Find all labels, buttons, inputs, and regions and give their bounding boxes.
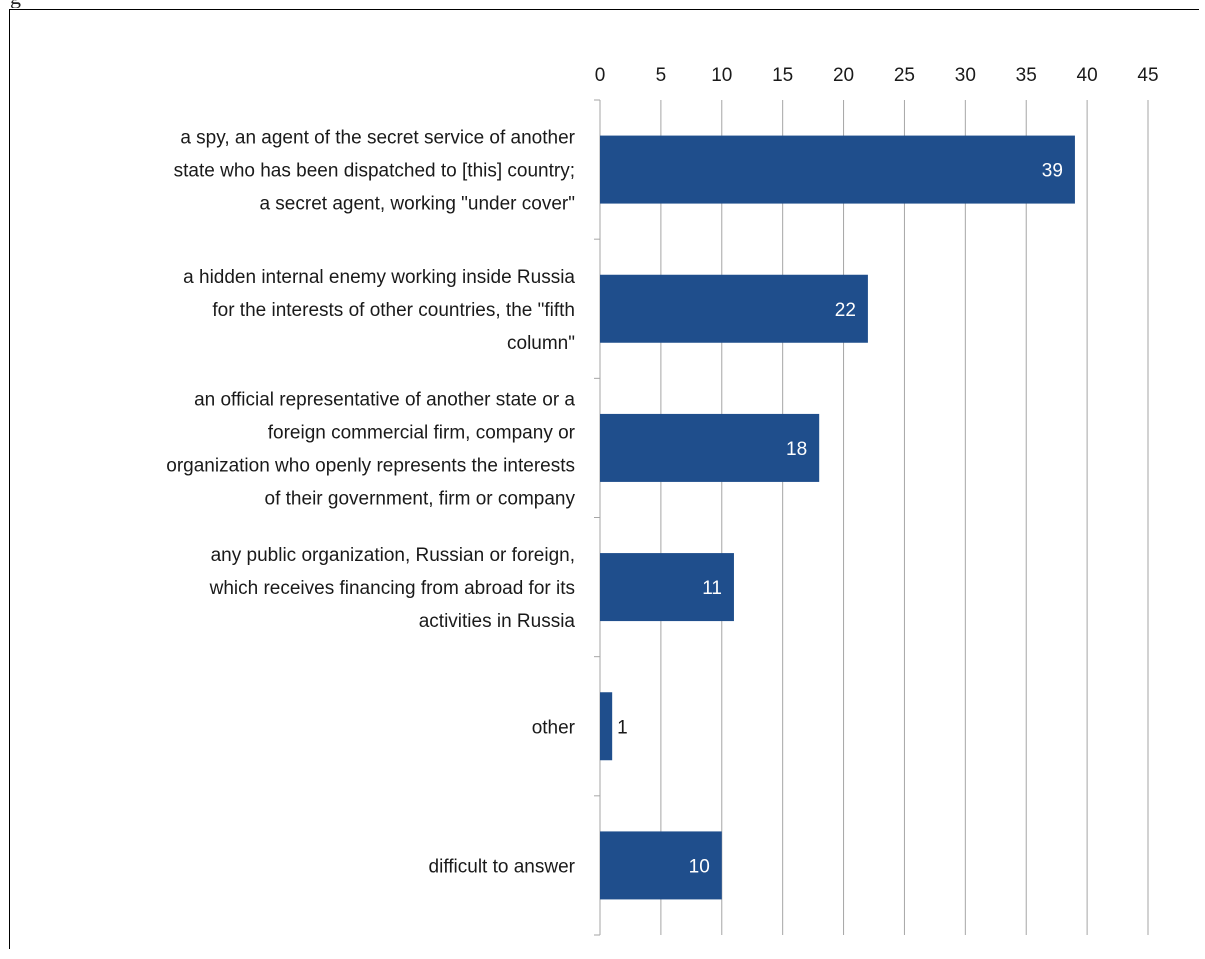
category-axis [594,100,600,935]
category-label-line: other [532,717,576,738]
category-label-line: organization who openly represents the i… [166,455,575,476]
bar-value-label: 11 [702,578,722,599]
bar-value-label: 22 [835,300,856,321]
category-label-line: column" [507,333,575,354]
category-label-line: which receives financing from abroad for… [209,578,575,599]
category-label-line: for the interests of other countries, th… [212,300,575,321]
gridlines [600,100,1148,935]
category-label: a spy, an agent of the secret service of… [174,128,576,215]
category-label-line: activities in Russia [419,611,576,632]
category-label-line: state who has been dispatched to [this] … [174,161,575,182]
bar [600,136,1075,204]
category-label-line: any public organization, Russian or fore… [211,545,575,566]
category-label: a hidden internal enemy working inside R… [183,267,575,354]
bar-value-label: 10 [689,856,710,877]
bar-value-label: 39 [1042,161,1063,182]
category-labels: a spy, an agent of the secret service of… [166,128,575,878]
category-label-line: a hidden internal enemy working inside R… [183,267,575,288]
x-tick-label: 40 [1077,65,1098,86]
category-label-line: difficult to answer [429,856,576,877]
category-label-line: a secret agent, working "under cover" [259,194,575,215]
bar [600,692,612,760]
bar-value-label: 18 [786,439,807,460]
x-tick-label: 25 [894,65,915,86]
x-tick-label: 45 [1137,65,1158,86]
clipped-caption-fragment: g [10,0,570,8]
category-label-line: a spy, an agent of the secret service of… [180,128,575,149]
x-tick-label: 5 [656,65,667,86]
category-label: other [532,717,576,738]
category-label: difficult to answer [429,856,576,877]
bar [600,275,868,343]
category-label: any public organization, Russian or fore… [209,545,576,632]
x-tick-label: 15 [772,65,793,86]
category-label-line: foreign commercial firm, company or [268,422,576,443]
bar-value-label: 1 [617,717,628,738]
category-label-line: an official representative of another st… [194,389,575,410]
category-label-line: of their government, firm or company [265,488,576,509]
x-tick-label: 30 [955,65,976,86]
x-tick-label: 0 [595,65,606,86]
chart-frame: 0 5 10 15 20 25 30 35 40 45 39 22 18 11 1 10 a spy, an… [9,9,1199,949]
x-tick-label: 10 [711,65,732,86]
x-tick-label: 35 [1016,65,1037,86]
category-label: an official representative of another st… [166,389,575,509]
value-axis-ticks: 0 5 10 15 20 25 30 35 40 45 [595,65,1159,86]
x-tick-label: 20 [833,65,854,86]
